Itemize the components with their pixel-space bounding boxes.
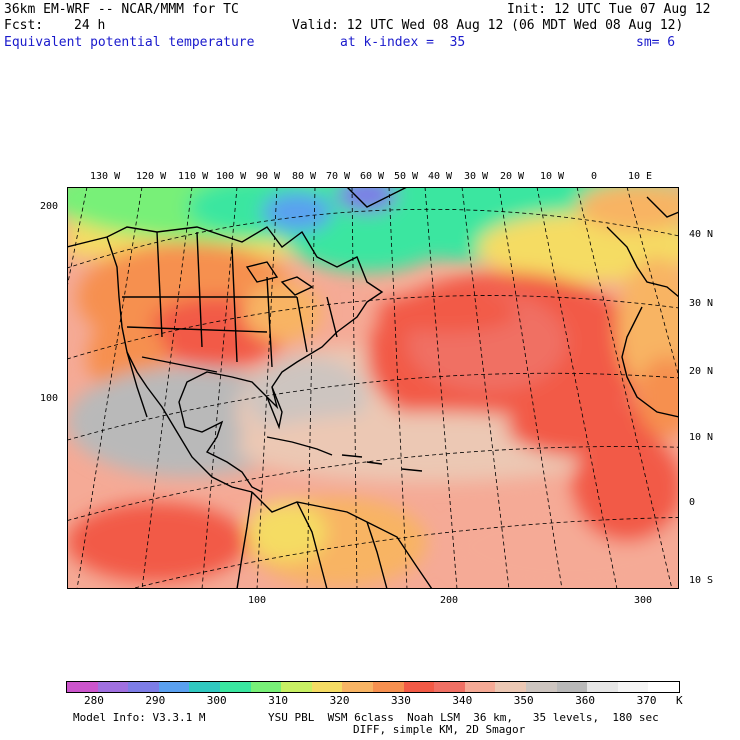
- theta-e-field: [67, 187, 679, 589]
- grid-x-label: 100: [248, 595, 267, 606]
- coastlines: [67, 187, 679, 589]
- forecast-hour: 24 h: [74, 18, 106, 33]
- colorbar-swatch: [495, 682, 526, 692]
- colorbar-label: 300: [206, 694, 227, 707]
- lat-label: 0: [689, 497, 696, 508]
- colorbar-swatch: [403, 682, 435, 692]
- lon-label: 20 W: [500, 171, 525, 182]
- lon-label: 10 W: [540, 171, 565, 182]
- init-time: Init: 12 UTC Tue 07 Aug 12: [507, 2, 711, 17]
- grid-x-label: 300: [634, 595, 653, 606]
- colorbar-swatch: [556, 682, 588, 692]
- colorbar-swatch: [587, 682, 618, 692]
- lon-label: 130 W: [90, 171, 121, 182]
- colorbar-swatch: [372, 682, 404, 692]
- model-title: 36km EM-WRF -- NCAR/MMM for TC: [4, 2, 239, 17]
- lon-label: 70 W: [326, 171, 351, 182]
- map-canvas: [67, 187, 679, 589]
- lon-label: 10 E: [628, 171, 653, 182]
- lon-label: 40 W: [428, 171, 453, 182]
- lon-label: 120 W: [136, 171, 167, 182]
- colorbar-swatch: [648, 682, 679, 692]
- colorbar-swatch: [189, 682, 220, 692]
- map-border: [67, 187, 679, 589]
- graticule: [67, 187, 679, 589]
- colorbar-label: 320: [329, 694, 350, 707]
- model-physics: YSU PBL WSM 6class Noah LSM 36 km, 35 le…: [268, 711, 659, 724]
- colorbar-label: 370: [636, 694, 657, 707]
- lon-label: 100 W: [216, 171, 247, 182]
- colorbar-swatch: [464, 682, 496, 692]
- colorbar-swatch: [219, 682, 251, 692]
- lon-label: 80 W: [292, 171, 317, 182]
- model-info: Model Info: V3.3.1 M: [73, 711, 206, 724]
- model-diffusion: DIFF, simple KM, 2D Smagor: [353, 723, 526, 736]
- lon-label: 30 W: [464, 171, 489, 182]
- colorbar-swatch: [342, 682, 373, 692]
- colorbar-unit: K: [676, 694, 683, 707]
- colorbar-swatch: [97, 682, 129, 692]
- lon-label: 50 W: [394, 171, 419, 182]
- colorbar-label: 310: [268, 694, 289, 707]
- colorbar-swatch: [67, 682, 98, 692]
- colorbar-swatch: [281, 682, 312, 692]
- lon-label: 110 W: [178, 171, 209, 182]
- colorbar-swatch: [250, 682, 282, 692]
- colorbar-label: 330: [391, 694, 411, 707]
- colorbar-swatch: [525, 682, 557, 692]
- colorbar-swatch: [158, 682, 190, 692]
- lat-label: 30 N: [689, 298, 714, 309]
- smoothing: sm= 6: [636, 35, 676, 50]
- valid-time: Valid: 12 UTC Wed 08 Aug 12 (06 MDT Wed …: [292, 18, 684, 33]
- grid-y-label: 200: [40, 201, 59, 212]
- grid-x-label: 200: [440, 595, 459, 606]
- colorbar-label: 280: [84, 694, 104, 707]
- colorbar-label: 340: [452, 694, 473, 707]
- lat-label: 20 N: [689, 366, 714, 377]
- theta-e-map: [67, 187, 679, 589]
- lon-label: 60 W: [360, 171, 385, 182]
- colorbar-swatch: [311, 682, 343, 692]
- lat-label: 10 S: [689, 575, 714, 586]
- colorbar-swatch: [128, 682, 159, 692]
- vertical-level: at k-index = 35: [340, 35, 466, 50]
- grid-y-label: 100: [40, 393, 59, 404]
- colorbar-label: 290: [145, 694, 166, 707]
- colorbar-swatch: [617, 682, 649, 692]
- forecast-label: Fcst:: [4, 18, 44, 33]
- colorbar-swatch: [434, 682, 465, 692]
- colorbar-label: 350: [513, 694, 534, 707]
- lon-label: 0: [591, 171, 598, 182]
- lat-label: 10 N: [689, 432, 714, 443]
- colorbar: [66, 681, 680, 693]
- field-name: Equivalent potential temperature: [4, 35, 255, 50]
- lon-label: 90 W: [256, 171, 281, 182]
- colorbar-label: 360: [575, 694, 596, 707]
- lat-label: 40 N: [689, 229, 714, 240]
